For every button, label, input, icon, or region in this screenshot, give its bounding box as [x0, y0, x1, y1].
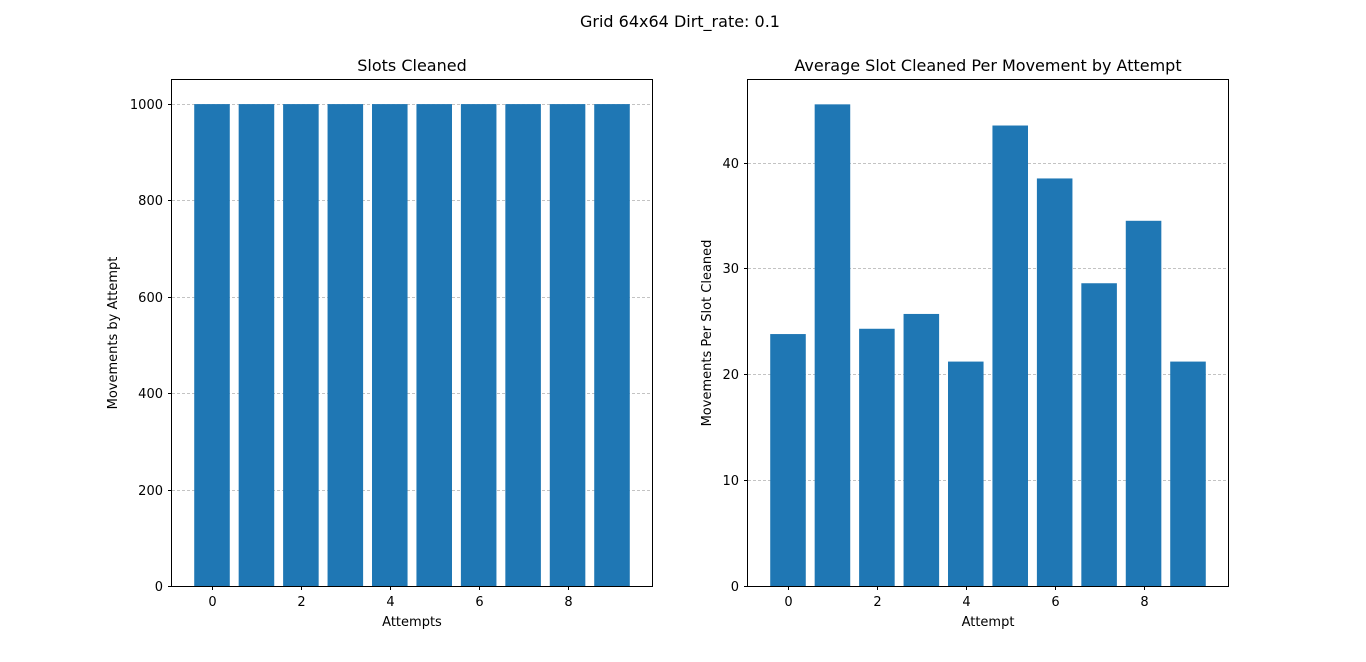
panel-avg-slot-cleaned: 0 2 4 6 8 0 10 20 30 40 Average Slot Cleaned Per… — [700, 56, 1229, 630]
y-tick-label: 0 — [155, 580, 163, 595]
y-tick-label: 20 — [722, 368, 739, 383]
bar — [549, 104, 586, 586]
y-axis-ticks: 0 10 20 30 40 — [722, 157, 748, 595]
y-tick-label: 0 — [731, 580, 739, 595]
bar — [1036, 178, 1073, 586]
bar — [194, 104, 230, 586]
plot-frame — [171, 79, 653, 587]
x-tick-label: 8 — [564, 595, 572, 610]
bar — [1170, 361, 1206, 586]
y-tick-label: 600 — [138, 291, 163, 306]
bar — [992, 125, 1028, 586]
bar — [948, 361, 984, 586]
bar — [859, 328, 895, 586]
bar — [416, 104, 452, 586]
bar — [238, 104, 275, 586]
y-tick-label: 1000 — [130, 98, 163, 113]
y-tick-label: 800 — [138, 194, 163, 209]
y-axis-label: Movements by Attempt — [106, 257, 121, 410]
x-tick-label: 6 — [1051, 595, 1059, 610]
bar — [594, 104, 630, 586]
y-tick-label: 10 — [722, 474, 739, 489]
y-axis-label: Movements Per Slot Cleaned — [700, 240, 715, 427]
y-tick-label: 400 — [138, 387, 163, 402]
x-tick-label: 2 — [297, 595, 305, 610]
x-tick-label: 6 — [475, 595, 483, 610]
y-axis-ticks: 0 200 400 600 800 1000 — [130, 98, 172, 595]
bar — [903, 313, 940, 586]
plot-frame — [747, 79, 1229, 587]
bar — [1125, 220, 1162, 586]
bar — [283, 104, 319, 586]
x-axis-ticks: 0 2 4 6 8 — [208, 586, 573, 610]
bar — [372, 104, 408, 586]
x-tick-label: 0 — [784, 595, 792, 610]
plot-title: Average Slot Cleaned Per Movement by Att… — [794, 56, 1181, 75]
x-tick-label: 4 — [386, 595, 394, 610]
bar — [814, 104, 851, 586]
bar-series — [770, 104, 1206, 586]
x-axis-ticks: 0 2 4 6 8 — [784, 586, 1149, 610]
bar — [770, 334, 806, 586]
bar — [460, 104, 497, 586]
x-tick-label: 2 — [873, 595, 881, 610]
bar-series — [194, 104, 630, 586]
y-tick-label: 30 — [722, 262, 739, 277]
bar — [1081, 283, 1117, 586]
y-tick-label: 40 — [722, 157, 739, 172]
bar — [327, 104, 364, 586]
bar — [505, 104, 541, 586]
x-axis-label: Attempts — [382, 615, 442, 630]
x-tick-label: 4 — [962, 595, 970, 610]
x-axis-label: Attempt — [962, 615, 1015, 630]
y-tick-label: 200 — [138, 484, 163, 499]
panel-slots-cleaned: 0 2 4 6 8 0 200 400 600 800 1000 Slots Cleaned At… — [106, 56, 653, 630]
x-tick-label: 0 — [208, 595, 216, 610]
plot-title: Slots Cleaned — [357, 56, 467, 75]
x-tick-label: 8 — [1140, 595, 1148, 610]
figure-suptitle: Grid 64x64 Dirt_rate: 0.1 — [580, 12, 780, 32]
